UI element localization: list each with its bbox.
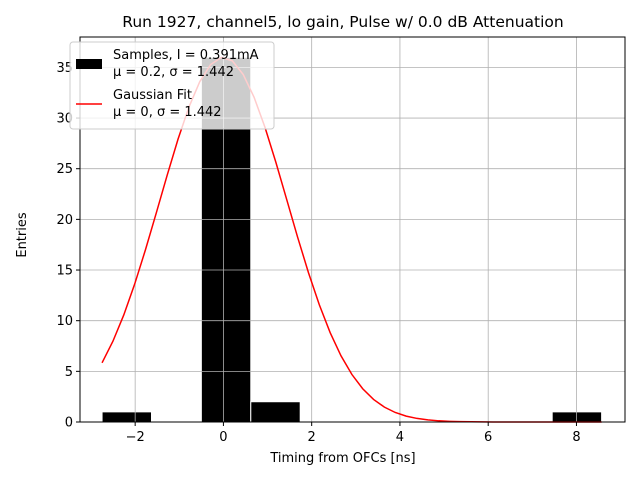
legend: Samples, I = 0.391mA μ = 0.2, σ = 1.442 …: [69, 41, 275, 130]
legend-label-samples-line1: Samples, I = 0.391mA: [113, 48, 259, 63]
legend-label-fit-line1: Gaussian Fit: [113, 88, 192, 103]
x-axis-label: Timing from OFCs [ns]: [269, 451, 415, 466]
legend-swatch-samples: [76, 59, 102, 69]
x-tick-label-0: −2: [126, 430, 145, 445]
legend-label-fit-line2: μ = 0, σ = 1.442: [113, 105, 222, 120]
histogram-bar-0: [101, 411, 152, 423]
axes-frame: [79, 36, 626, 423]
histogram-bar-2: [250, 401, 301, 423]
x-tick-label-5: 8: [572, 430, 580, 445]
y-tick-label-1: 5: [65, 365, 73, 380]
y-tick-label-2: 10: [56, 314, 73, 329]
y-axis-label: Entries: [15, 212, 30, 258]
y-tick-label-0: 0: [65, 416, 73, 431]
y-tick-label-5: 25: [56, 162, 73, 177]
chart-title: Run 1927, channel5, lo gain, Pulse w/ 0.…: [122, 13, 563, 31]
x-tick-label-4: 6: [484, 430, 492, 445]
x-tick-label-1: 0: [219, 430, 227, 445]
legend-label-samples-line2: μ = 0.2, σ = 1.442: [113, 65, 234, 80]
y-tick-label-3: 15: [56, 264, 73, 279]
histogram-bar-3: [551, 411, 603, 423]
y-tick-label-7: 35: [56, 61, 73, 76]
legend-frame: [69, 41, 275, 130]
x-tick-label-3: 4: [396, 430, 404, 445]
y-tick-label-4: 20: [56, 213, 73, 228]
y-tick-label-6: 30: [56, 112, 73, 127]
x-tick-label-2: 2: [308, 430, 316, 445]
